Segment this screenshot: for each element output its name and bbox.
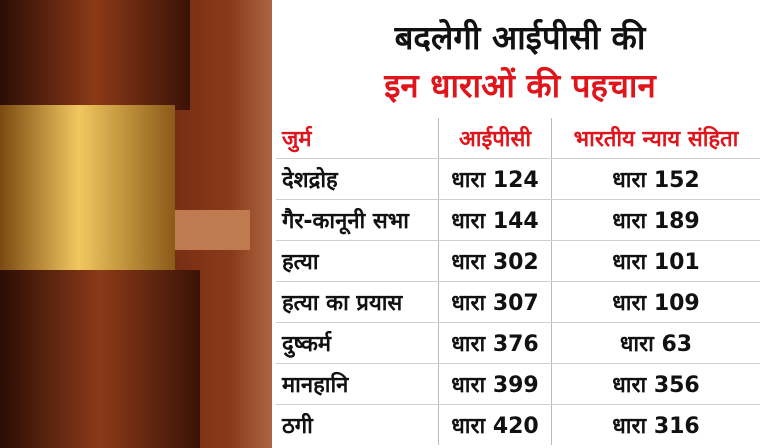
ipc-cell: धारा 307 — [438, 281, 552, 323]
header-bns: भारतीय न्याय संहिता — [551, 118, 760, 159]
table-row: ठगी धारा 420 धारा 316 — [276, 404, 760, 445]
ipc-cell: धारा 399 — [438, 363, 552, 405]
bns-cell: धारा 152 — [551, 158, 760, 200]
table-row: गैर-कानूनी सभा धारा 144 धारा 189 — [276, 199, 760, 241]
bns-cell: धारा 356 — [551, 363, 760, 405]
ipc-cell: धारा 124 — [438, 158, 552, 200]
ipc-cell: धारा 302 — [438, 240, 552, 282]
ipc-comparison-table: जुर्म आईपीसी भारतीय न्याय संहिता देशद्रो… — [276, 118, 760, 445]
crime-cell: ठगी — [282, 414, 313, 439]
crime-cell: हत्या का प्रयास — [276, 281, 439, 323]
table-row: दुष्कर्म धारा 376 धारा 63 — [276, 322, 760, 364]
crime-cell: हत्या — [276, 240, 439, 282]
bns-cell: धारा 109 — [551, 281, 760, 323]
title-line-2: इन धाराओं की पहचान — [384, 66, 656, 105]
bns-cell: धारा 63 — [551, 322, 760, 364]
header-ipc: आईपीसी — [438, 118, 552, 159]
table-row: हत्या धारा 302 धारा 101 — [276, 240, 760, 282]
title-line-1: बदलेगी आईपीसी की — [394, 18, 646, 57]
crime-cell: दुष्कर्म — [276, 322, 439, 364]
table-row: हत्या का प्रयास धारा 307 धारा 109 — [276, 281, 760, 323]
ipc-cell: धारा 420 — [438, 404, 552, 445]
crime-cell: मानहानि — [276, 363, 439, 405]
bns-cell: धारा 316 — [551, 404, 760, 445]
table-row: देशद्रोह धारा 124 धारा 152 — [276, 158, 760, 200]
header-crime: जुर्म — [276, 118, 439, 159]
ipc-cell: धारा 144 — [438, 199, 552, 241]
table-row: मानहानि धारा 399 धारा 356 — [276, 363, 760, 405]
bns-cell: धारा 101 — [551, 240, 760, 282]
crime-cell: देशद्रोह — [276, 158, 439, 200]
table-header-row: जुर्म आईपीसी भारतीय न्याय संहिता — [276, 118, 760, 159]
bns-cell: धारा 189 — [551, 199, 760, 241]
ipc-cell: धारा 376 — [438, 322, 552, 364]
gavel-image — [0, 0, 250, 448]
crime-cell: गैर-कानूनी सभा — [276, 199, 439, 241]
